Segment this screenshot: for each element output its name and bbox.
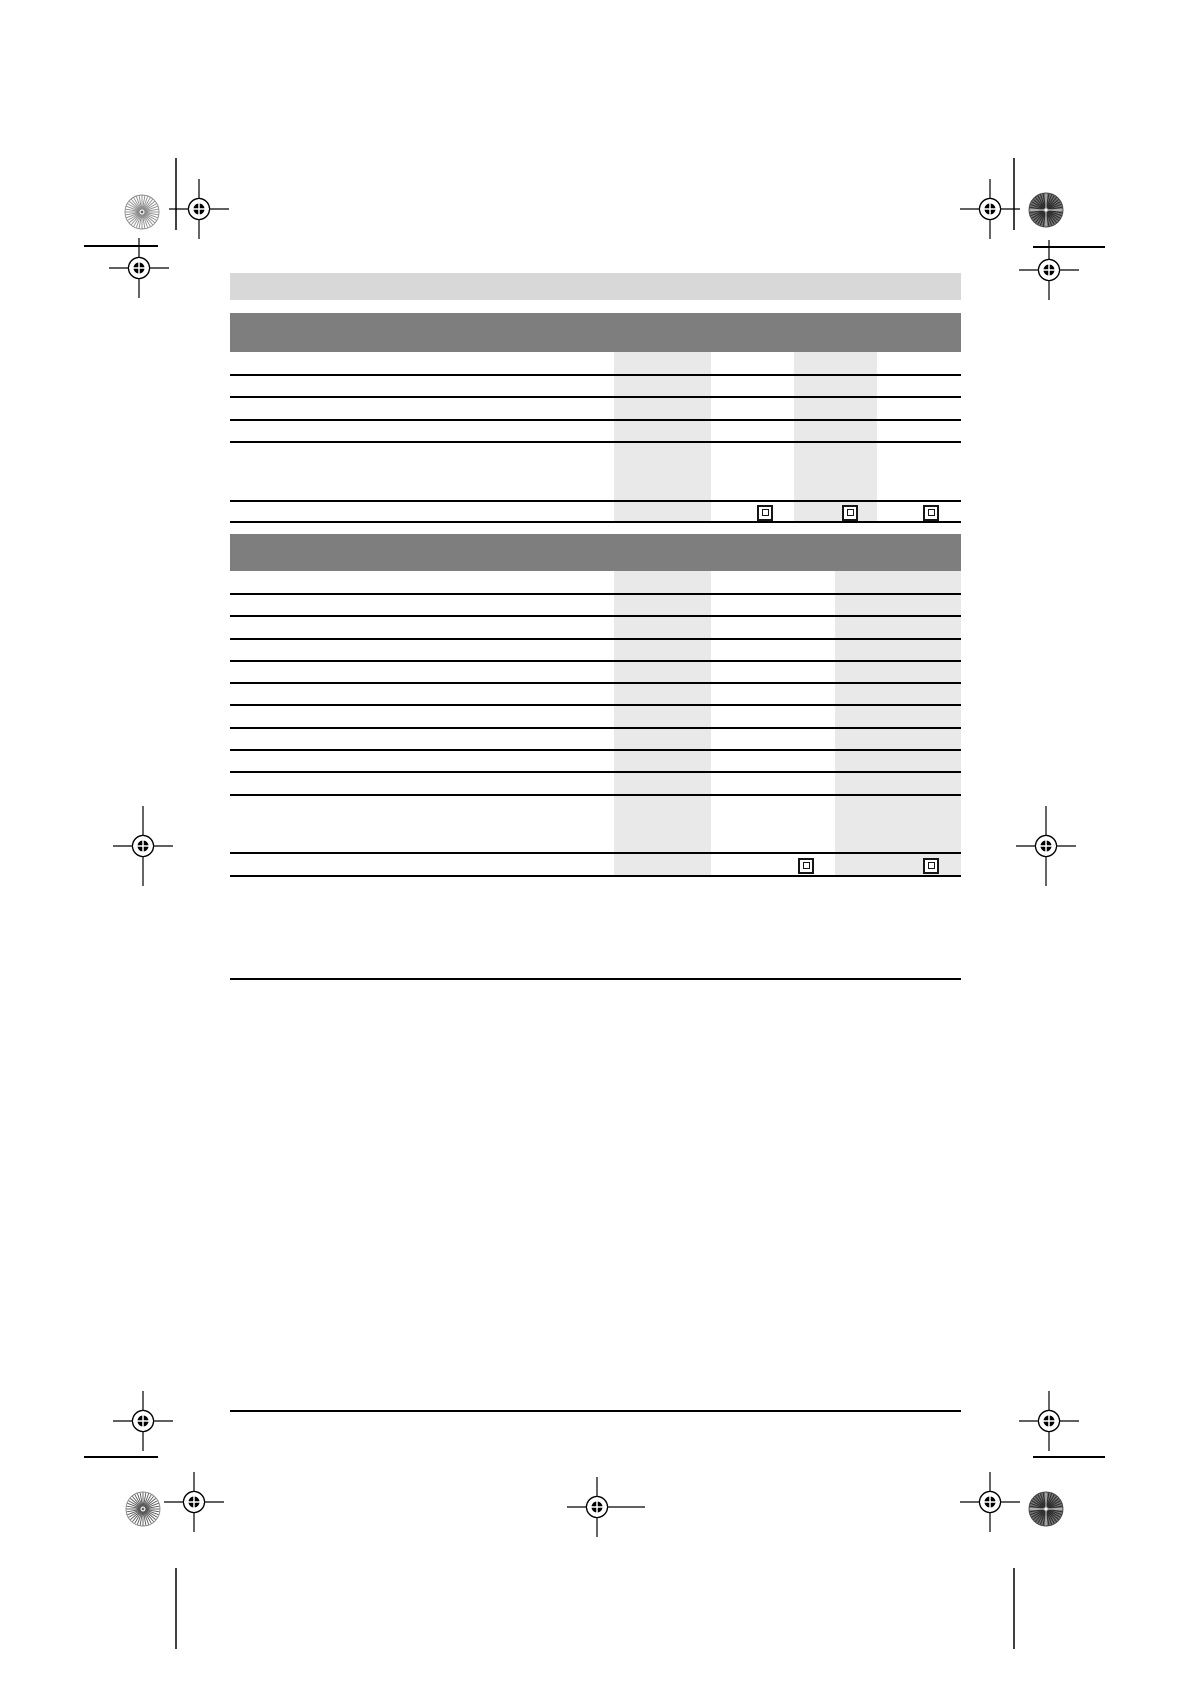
table-row: [230, 617, 961, 640]
registration-target-icon: [1019, 1391, 1079, 1451]
class-ii-inner-square: [802, 862, 810, 869]
registration-target-icon: [1019, 240, 1079, 300]
class-ii-inner-square: [927, 862, 935, 869]
column-highlight-band: [614, 571, 711, 877]
registration-target-icon: [164, 1472, 224, 1532]
class-ii-insulation-icon: [757, 504, 773, 521]
table-row: [230, 796, 961, 854]
content-rule: [230, 1410, 961, 1412]
table2-section-header-bar: [230, 534, 961, 571]
table1-section-header-bar: [230, 313, 961, 352]
table1-body: [230, 352, 961, 523]
registration-target-icon: [113, 1391, 173, 1451]
class-ii-insulation-icon: [842, 504, 858, 521]
class-ii-inner-square: [846, 509, 854, 516]
column-highlight-band: [794, 352, 877, 523]
class-ii-insulation-icon: [923, 857, 939, 874]
table-row: [230, 729, 961, 751]
table-row: [230, 854, 961, 877]
table2-body: [230, 571, 961, 877]
table-row: [230, 352, 961, 376]
table-row: [230, 398, 961, 421]
column-highlight-band: [614, 352, 711, 523]
registration-target-icon: [109, 238, 169, 298]
class-ii-inner-square: [761, 509, 769, 516]
table-row: [230, 421, 961, 443]
class-ii-insulation-icon: [923, 504, 939, 521]
content-rule: [230, 978, 961, 980]
registration-target-icon: [567, 1477, 645, 1537]
table-row: [230, 502, 961, 523]
table-row: [230, 706, 961, 729]
pinwheel-star-icon: [125, 1491, 161, 1527]
table-row: [230, 443, 961, 502]
registration-target-icon: [113, 806, 173, 886]
class-ii-inner-square: [927, 509, 935, 516]
table-row: [230, 571, 961, 595]
registration-target-icon: [169, 179, 229, 239]
table-row: [230, 376, 961, 398]
pinwheel-star-icon: [124, 194, 160, 230]
column-highlight-band: [835, 571, 961, 877]
table-row: [230, 773, 961, 796]
class-ii-insulation-icon: [798, 857, 814, 874]
registration-target-icon: [1016, 806, 1076, 886]
pinwheel-star-icon: [1028, 192, 1064, 228]
table-row: [230, 640, 961, 662]
pinwheel-star-icon: [1028, 1491, 1064, 1527]
table-row: [230, 751, 961, 773]
registration-target-icon: [960, 179, 1020, 239]
table-row: [230, 595, 961, 617]
table-row: [230, 684, 961, 706]
header-band: [230, 273, 961, 300]
registration-target-icon: [960, 1472, 1020, 1532]
table-row: [230, 662, 961, 684]
